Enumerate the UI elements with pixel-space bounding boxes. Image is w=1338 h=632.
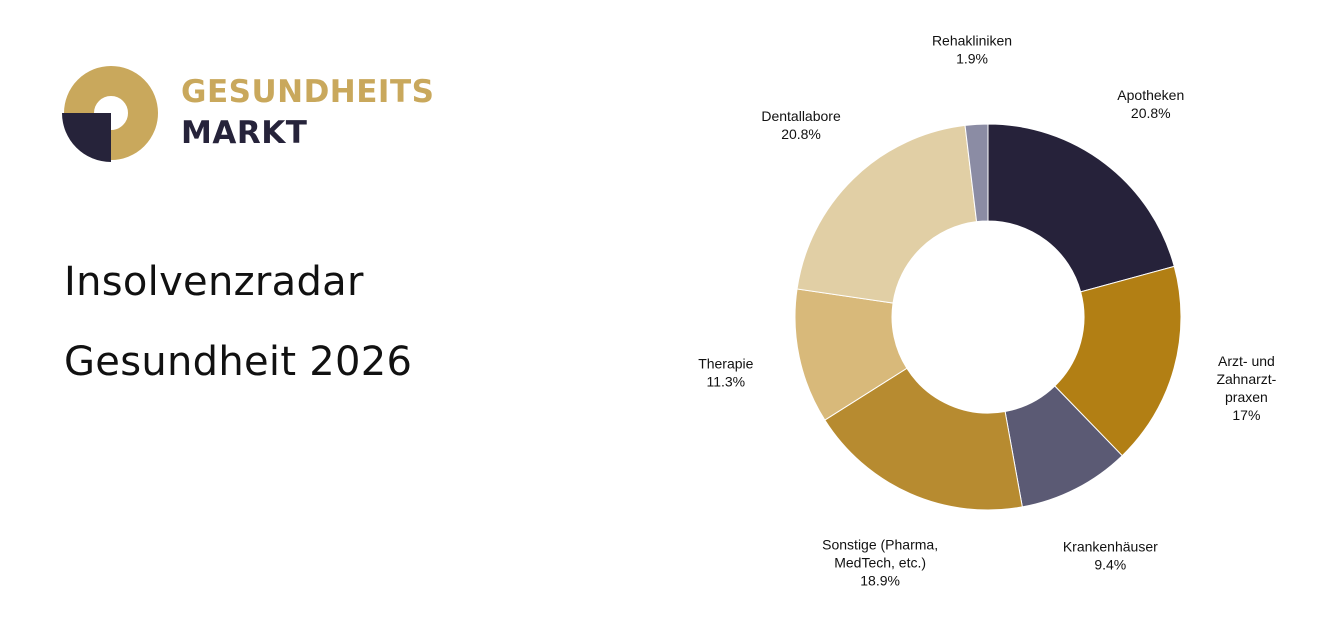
logo-icon bbox=[62, 66, 158, 162]
brand-name-line2: MARKT bbox=[181, 115, 308, 151]
slice-label-0: Apotheken 20.8% bbox=[1117, 87, 1184, 121]
donut-slice-3 bbox=[824, 367, 1023, 511]
slice-label-1: Arzt- und Zahnarzt-praxen 17% bbox=[1216, 353, 1276, 423]
donut-slice-6 bbox=[964, 123, 989, 223]
headline-line1: Insolvenzradar bbox=[64, 259, 364, 305]
donut-slice-1 bbox=[1054, 265, 1182, 457]
donut-slice-5 bbox=[796, 124, 978, 304]
donut-slice-0 bbox=[987, 123, 1175, 293]
brand-name-line1: GESUNDHEITS bbox=[181, 74, 435, 110]
donut-chart: Apotheken 20.8% Arzt- und Zahnarzt-praxen 17… bbox=[698, 32, 1277, 588]
slice-label-3: Sonstige (Pharma, MedTech, etc.) 18.9% bbox=[822, 536, 938, 588]
slice-label-5: Dentallabore 20.8% bbox=[761, 108, 841, 142]
slice-label-4: Therapie 11.3% bbox=[698, 356, 753, 390]
headline-line2: Gesundheit 2026 bbox=[64, 339, 413, 385]
slice-label-6: Rehakliniken 1.9% bbox=[932, 32, 1012, 66]
slice-label-2: Krankenhäuser 9.4% bbox=[1063, 538, 1158, 572]
